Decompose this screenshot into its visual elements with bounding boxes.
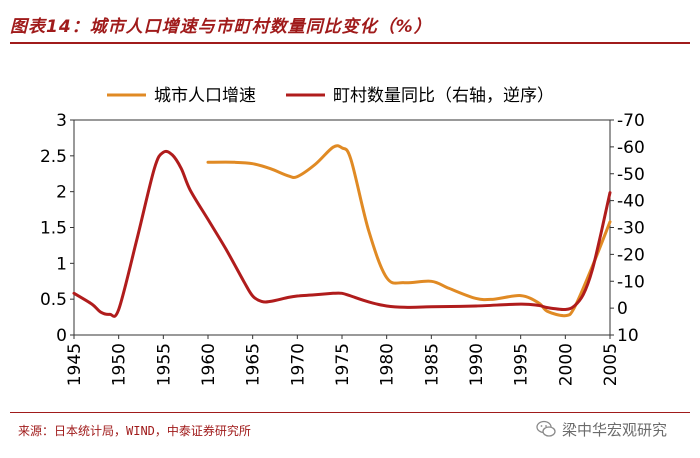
right-tick-label: -10 [617, 272, 645, 292]
right-tick-label: -60 [617, 138, 645, 158]
x-tick-label: 1965 [244, 343, 264, 386]
x-tick-label: 1995 [512, 343, 532, 386]
plot-area [73, 119, 611, 336]
source-note: 来源：日本统计局，WIND，中泰证券研究所 [18, 424, 251, 438]
watermark-text: 梁中华宏观研究 [562, 420, 668, 439]
left-tick-label: 0 [56, 326, 67, 346]
series-line-village-count-yoy [72, 149, 612, 318]
x-tick-label: 1950 [110, 343, 130, 386]
left-tick-label: 3 [56, 111, 67, 131]
left-tick-label: 2 [56, 183, 67, 203]
right-tick-label: -30 [617, 219, 645, 239]
figure-title: 图表14：城市人口增速与市町村数量同比变化（%） [10, 17, 432, 37]
right-tick-label: -20 [617, 245, 645, 265]
wechat-icon [536, 420, 556, 437]
series-line-urban-population-growth [206, 144, 612, 318]
legend-label-village: 町村数量同比（右轴，逆序） [333, 86, 554, 106]
x-axis-ticks: 1945 1950 1955 1960 1965 1970 1975 1980 1985 1990… [65, 335, 621, 386]
right-tick-label: -50 [617, 165, 645, 185]
legend: 城市人口增速 町村数量同比（右轴，逆序） [107, 86, 554, 106]
x-tick-label: 1945 [65, 343, 85, 386]
right-tick-label: 10 [617, 326, 639, 346]
left-tick-label: 2.5 [40, 147, 67, 167]
x-tick-label: 1970 [288, 343, 308, 386]
watermark: 梁中华宏观研究 [536, 418, 667, 440]
x-tick-label: 1955 [154, 343, 174, 386]
title-divider [10, 42, 690, 44]
right-tick-label: -70 [617, 111, 645, 131]
left-tick-label: 1 [56, 254, 67, 274]
x-tick-label: 2000 [556, 343, 576, 386]
right-axis-ticks: 10 0 -10 -20 -30 -40 -50 -60 -70 [610, 111, 645, 346]
x-tick-label: 1985 [422, 343, 442, 386]
left-axis-ticks: 0 0.5 1 1.5 2 2.5 3 [40, 111, 74, 346]
left-tick-label: 0.5 [40, 290, 67, 310]
x-tick-label: 1980 [378, 343, 398, 386]
right-tick-label: 0 [617, 299, 628, 319]
footer-divider [10, 412, 690, 413]
x-tick-label: 1975 [333, 343, 353, 386]
legend-label-urban: 城市人口增速 [154, 86, 256, 106]
x-tick-label: 1990 [467, 343, 487, 386]
left-tick-label: 1.5 [40, 219, 67, 239]
line-chart: 0 0.5 1 1.5 2 2.5 3 10 0 -10 -20 -30 -40 -50 -60 -70 1… [40, 86, 645, 386]
right-tick-label: -40 [617, 192, 645, 212]
x-tick-label: 2005 [601, 343, 621, 386]
series-layer [72, 144, 612, 318]
x-tick-label: 1960 [199, 343, 219, 386]
